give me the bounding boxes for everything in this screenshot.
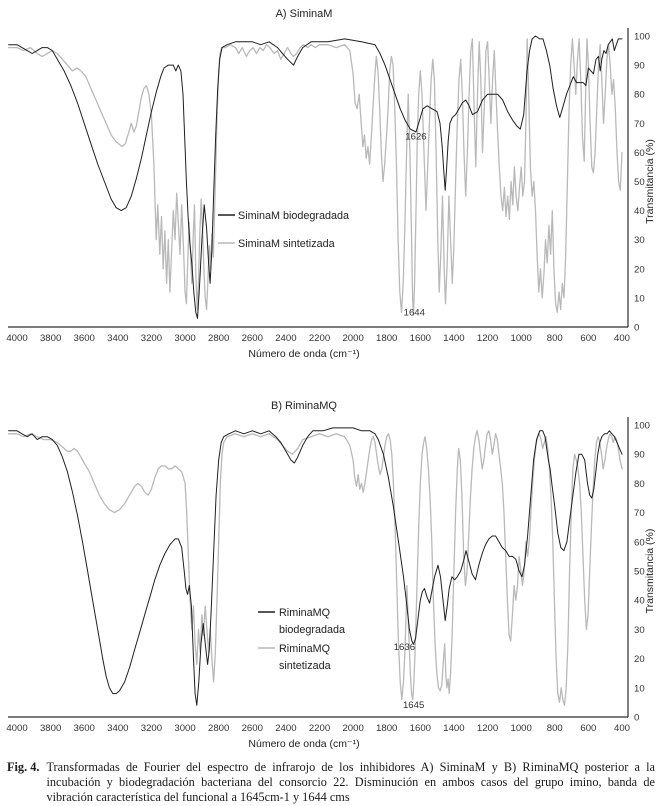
legend-item: RiminaMQ sintetizada [258,643,331,672]
y-tick-label: 40 [634,206,645,217]
figure-caption-text: Transformadas de Fourier del espectro de… [46,760,655,805]
x-tick-label: 600 [580,333,596,344]
legend-item: RiminaMQ biodegradada [258,607,345,636]
y-tick-label: 60 [634,148,645,159]
x-tick-label: 3200 [141,723,162,734]
series-riminamq-biodegradada [8,427,623,706]
y-axis-label: Transmitancia (%) [644,139,656,224]
x-tick-label: 1600 [410,723,431,734]
y-tick-label: 20 [634,264,645,275]
chart-title: B) RiminaMQ [271,400,337,412]
x-tick-label: 1400 [443,333,464,344]
x-tick-label: 3800 [40,723,61,734]
legend-label: sintetizada [279,660,331,672]
peak-annotation: 1645 [403,700,424,711]
x-tick-label: 1200 [477,723,498,734]
y-tick-label: 10 [634,683,645,694]
x-tick-label: 4000 [6,723,27,734]
x-tick-label: 400 [614,723,630,734]
x-tick-label: 3400 [107,333,128,344]
y-tick-label: 80 [634,90,645,101]
x-tick-label: 3600 [74,723,95,734]
x-tick-label: 3600 [74,333,95,344]
x-tick-label: 3200 [141,333,162,344]
figure-caption: Fig. 4. Transformadas de Fourier del esp… [7,760,655,805]
series-riminamq-sintetizada [7,430,623,706]
legend-label: SiminaM biodegradada [238,210,349,222]
x-tick-label: 2200 [309,333,330,344]
x-tick-label: 800 [547,333,563,344]
x-tick-label: 2400 [275,723,296,734]
y-tick-label: 70 [634,508,645,519]
x-tick-label: 2600 [242,333,263,344]
legend-item: SiminaM biodegradada [218,210,349,222]
series-siminam-biodegradada [8,35,623,319]
y-tick-label: 100 [634,421,650,432]
legend-label: RiminaMQ [279,643,330,655]
x-tick-label: 2000 [342,723,363,734]
legend-label: RiminaMQ [279,607,330,619]
x-tick-label: 2800 [208,333,229,344]
x-axis-label: Número de onda (cm⁻¹) [248,348,359,360]
x-tick-label: 1000 [510,333,531,344]
y-tick-label: 100 [634,32,650,43]
x-tick-label: 2400 [275,333,296,344]
x-tick-label: 2200 [309,723,330,734]
y-tick-label: 20 [634,654,645,665]
x-tick-label: 4000 [6,333,27,344]
x-tick-label: 3800 [40,333,61,344]
peak-annotation: 1644 [404,307,426,318]
y-tick-label: 60 [634,537,645,548]
chart-title: A) SiminaM [276,8,333,20]
x-tick-label: 3000 [174,723,195,734]
x-tick-label: 1400 [443,723,464,734]
legend-label: SiminaM sintetizada [238,238,335,250]
y-tick-label: 40 [634,596,645,607]
x-tick-label: 2600 [242,723,263,734]
y-tick-label: 90 [634,61,645,72]
x-tick-label: 3400 [107,723,128,734]
y-tick-label: 30 [634,235,645,246]
peak-annotation: 1636 [394,642,415,653]
y-tick-label: 0 [634,713,639,724]
x-tick-label: 2000 [342,333,363,344]
y-tick-label: 0 [634,323,639,334]
x-tick-label: 800 [547,723,563,734]
legend-label: biodegradada [279,624,345,636]
x-tick-label: 1000 [510,723,531,734]
x-tick-label: 400 [614,333,630,344]
x-tick-label: 3000 [174,333,195,344]
y-tick-label: 70 [634,119,645,130]
y-tick-label: 50 [634,177,645,188]
y-axis-label: Transmitancia (%) [644,529,656,614]
series-siminam-sintetizada [7,38,623,317]
y-tick-label: 90 [634,450,645,461]
x-axis-label: Número de onda (cm⁻¹) [248,738,359,750]
x-tick-label: 1800 [376,333,397,344]
y-tick-label: 10 [634,293,645,304]
x-tick-label: 1800 [376,723,397,734]
y-tick-label: 50 [634,567,645,578]
x-tick-label: 600 [580,723,596,734]
x-tick-label: 1200 [477,333,498,344]
x-tick-label: 2800 [208,723,229,734]
y-tick-label: 30 [634,625,645,636]
y-tick-label: 80 [634,479,645,490]
figure-caption-label: Fig. 4. [7,760,40,774]
x-tick-label: 1600 [410,333,431,344]
peak-annotation: 1626 [405,131,426,142]
legend-item: SiminaM sintetizada [218,238,335,250]
